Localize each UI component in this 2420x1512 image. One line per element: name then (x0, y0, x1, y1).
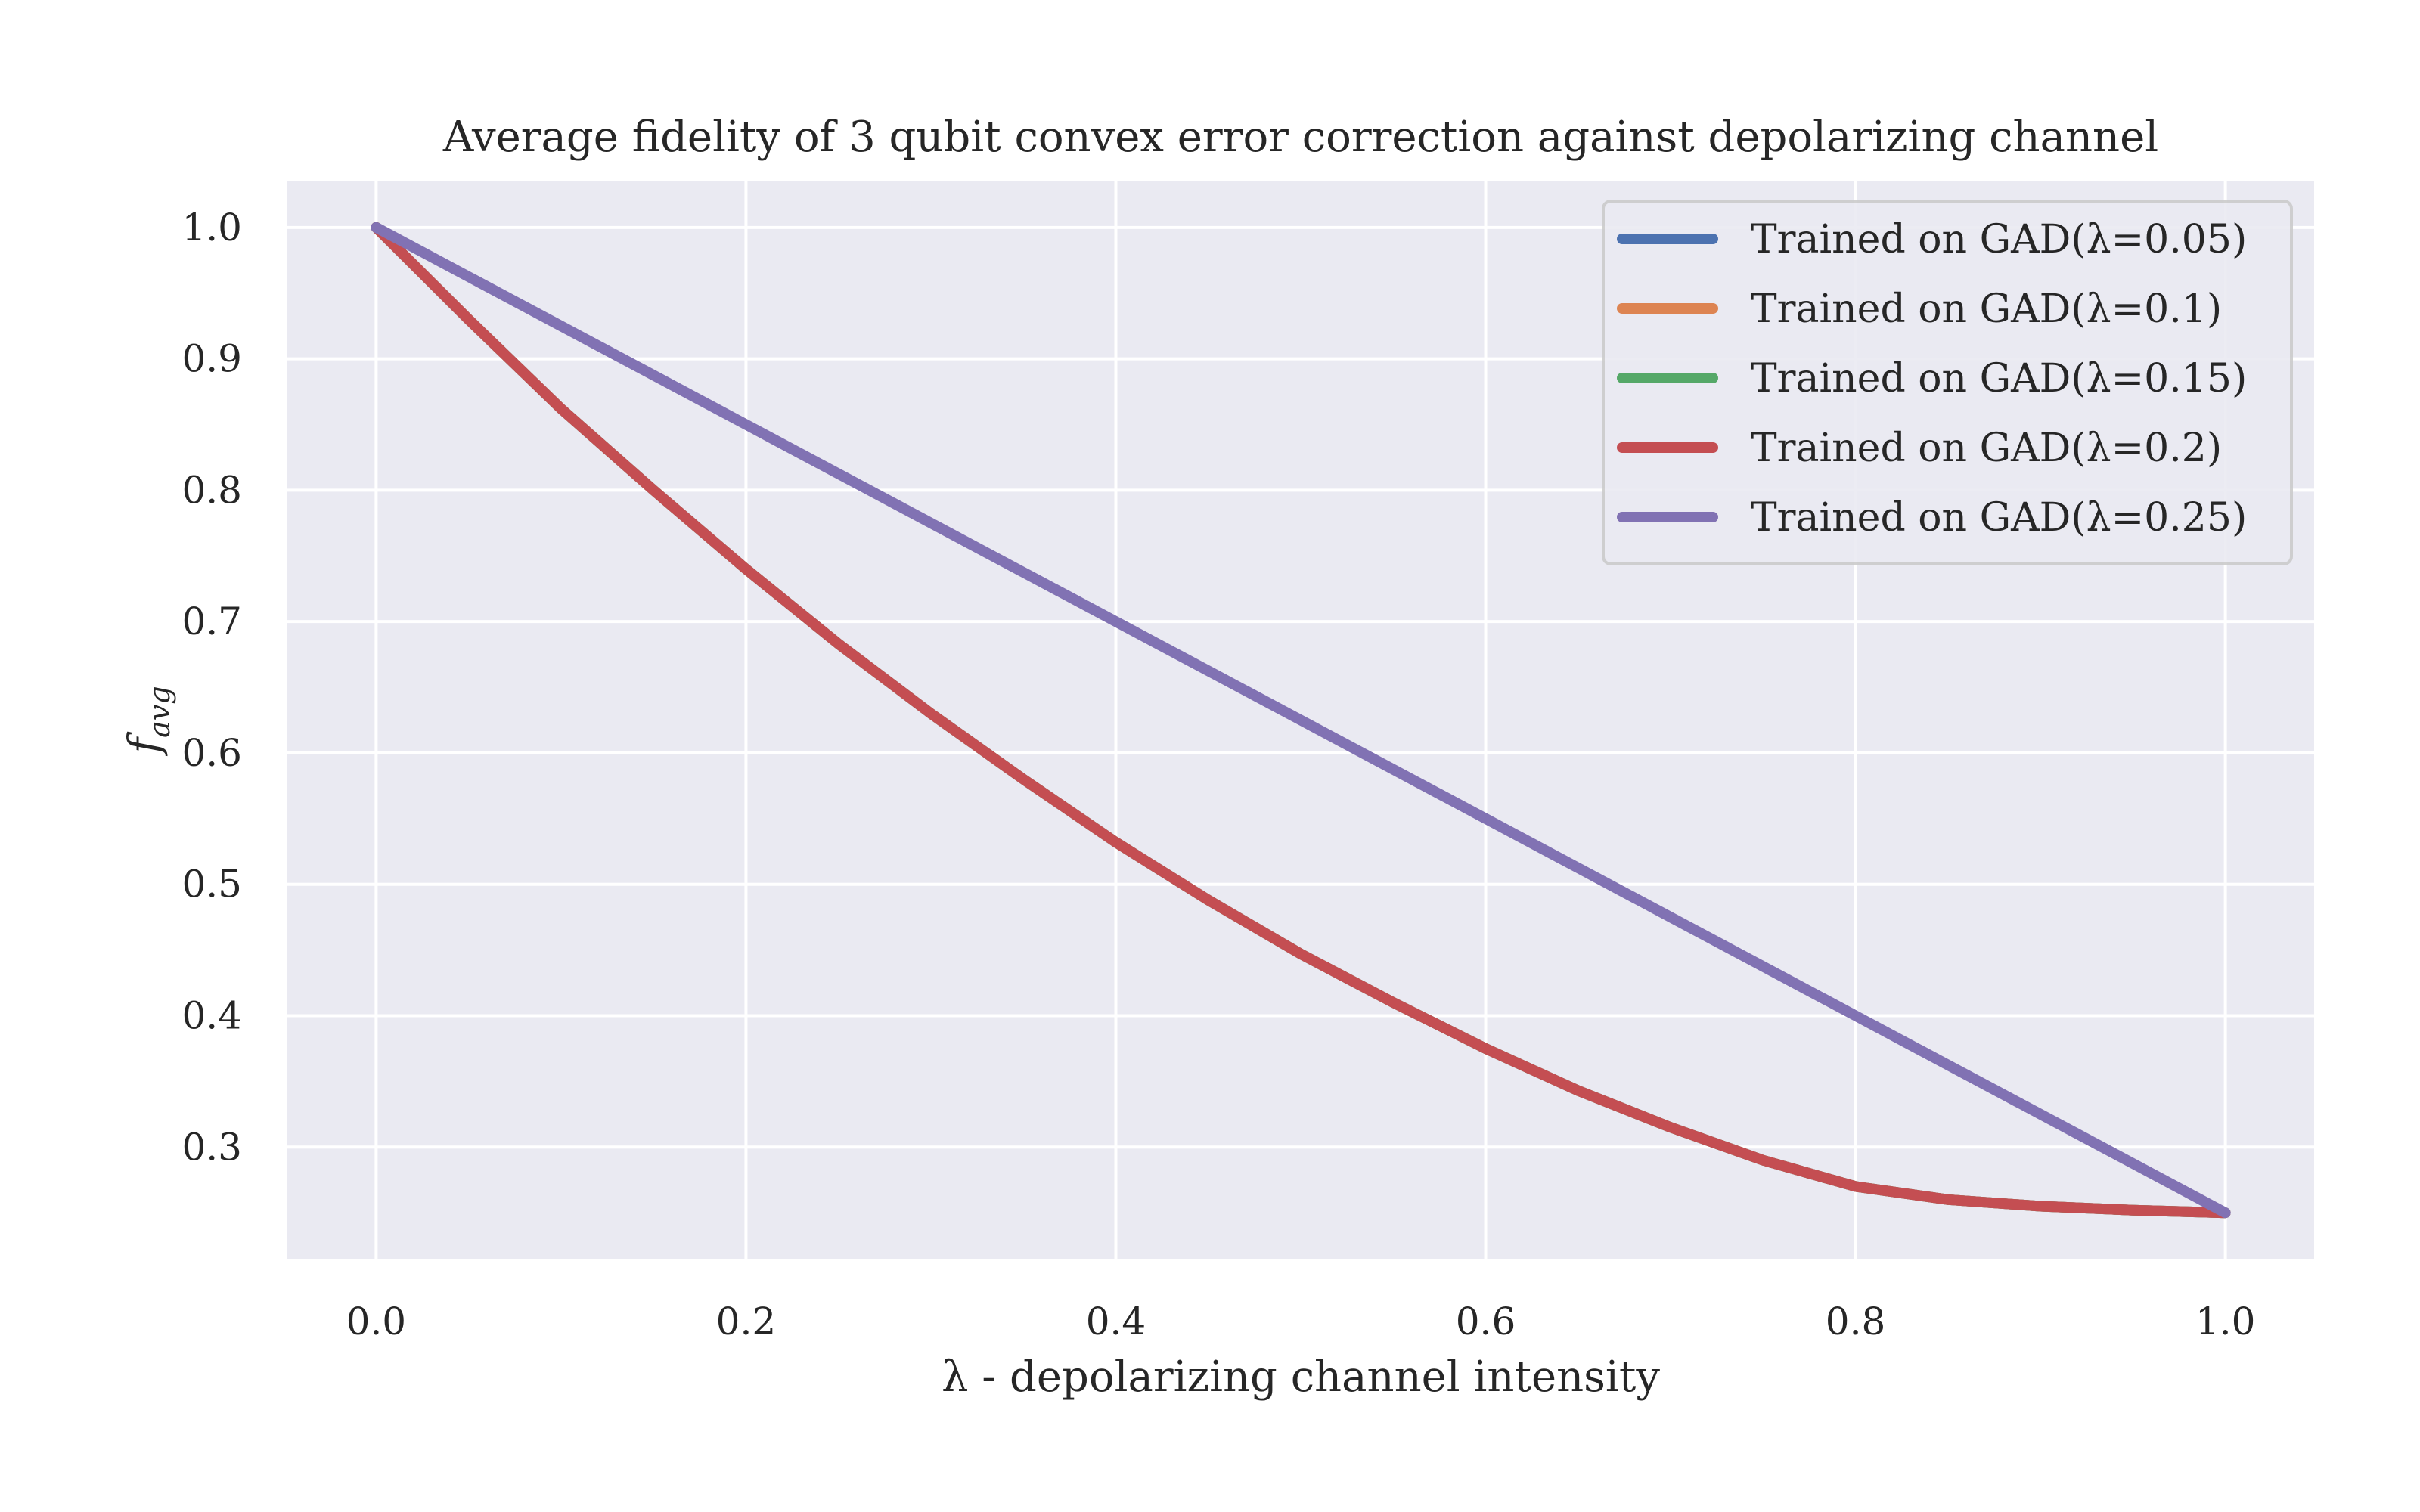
y-tick-label: 0.8 (182, 468, 242, 512)
legend: Trained on GAD(λ=0.05) Trained on GAD(λ=0… (1602, 200, 2293, 565)
x-tick-label: 0.8 (1826, 1300, 1886, 1343)
series-lines (371, 222, 2231, 1219)
x-tick-label: 1.0 (2195, 1300, 2256, 1343)
series-line-4 (371, 222, 2231, 1219)
x-tick-labels: 0.0 0.2 0.4 0.6 0.8 1.0 (346, 1300, 2256, 1343)
y-tick-label: 0.9 (182, 337, 242, 381)
y-tick-label: 0.6 (182, 731, 242, 775)
legend-label-4: Trained on GAD(λ=0.2) (1751, 426, 2222, 471)
legend-label-2: Trained on GAD(λ=0.1) (1751, 287, 2222, 332)
y-tick-label: 0.4 (182, 994, 242, 1038)
y-tick-labels: 0.3 0.4 0.5 0.6 0.7 0.8 0.9 1.0 (182, 206, 242, 1169)
x-tick-label: 0.6 (1456, 1300, 1516, 1343)
x-tick-label: 0.4 (1086, 1300, 1146, 1343)
y-tick-label: 0.3 (182, 1125, 242, 1169)
legend-label-5: Trained on GAD(λ=0.25) (1751, 495, 2247, 541)
y-tick-label: 0.5 (182, 863, 242, 906)
legend-box (1602, 200, 2293, 565)
x-axis-label: λ - depolarizing channel intensity (942, 1352, 1660, 1402)
y-axis-label-sub: avg (143, 686, 176, 737)
legend-items: Trained on GAD(λ=0.05) Trained on GAD(λ=0… (1617, 217, 2247, 541)
y-axis-label: favg (120, 686, 176, 756)
x-tick-label: 0.0 (346, 1300, 407, 1343)
series-line-5 (371, 222, 2231, 1219)
y-tick-label: 0.7 (182, 600, 242, 643)
y-tick-label: 1.0 (182, 206, 242, 249)
chart-title: Average fidelity of 3 qubit convex error… (442, 113, 2158, 162)
legend-label-1: Trained on GAD(λ=0.05) (1751, 217, 2247, 262)
legend-label-3: Trained on GAD(λ=0.15) (1751, 356, 2247, 401)
x-tick-label: 0.2 (716, 1300, 777, 1343)
